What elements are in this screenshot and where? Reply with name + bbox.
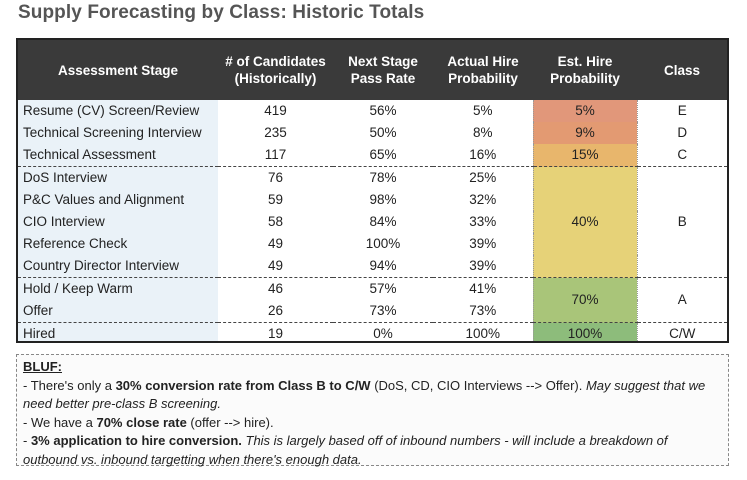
- actual-cell: 16%: [433, 144, 533, 167]
- candidates-cell: 26: [218, 300, 333, 323]
- actual-cell: 25%: [469, 170, 497, 185]
- table-row: Country Director Interview 49 94% 39%: [18, 255, 727, 278]
- pass-rate-cell: 73%: [333, 300, 433, 323]
- table-row: Technical Screening Interview 235 50% 8%…: [18, 122, 727, 144]
- candidates-cell: 419: [264, 103, 287, 118]
- stage-cell: Technical Assessment: [18, 144, 218, 167]
- est-cell: 100%: [532, 322, 638, 341]
- table-header-row: Assessment Stage # of Candidates (Histor…: [18, 40, 727, 100]
- bluf-text: -: [23, 433, 31, 448]
- bluf-italic: May suggest that we need better pre-clas…: [23, 377, 706, 412]
- actual-cell: 8%: [472, 125, 493, 140]
- bluf-title: BLUF:: [23, 359, 62, 374]
- actual-cell: 5%: [472, 103, 493, 118]
- candidates-cell: 59: [267, 192, 284, 207]
- table-row: Hired 19 0% 100% 100% C/W: [18, 322, 727, 341]
- est-cell: 40%: [532, 166, 638, 278]
- candidates-cell: 117: [218, 144, 333, 167]
- actual-cell: 39%: [433, 255, 533, 278]
- candidates-cell: 235: [264, 125, 287, 140]
- bluf-notes: BLUF: - There's only a 30% conversion ra…: [16, 354, 729, 469]
- table-row: Reference Check 49 100% 39%: [18, 233, 727, 255]
- table-row: Technical Assessment 117 65% 16% 15% C: [18, 144, 727, 167]
- header-assessment-stage: Assessment Stage: [18, 40, 218, 100]
- pass-rate-cell: 50%: [369, 125, 397, 140]
- pass-rate-cell: 56%: [369, 103, 397, 118]
- candidates-cell: 49: [218, 255, 333, 278]
- class-cell: D: [636, 122, 727, 144]
- header-candidates: # of Candidates (Historically): [218, 40, 333, 100]
- pass-rate-cell: 84%: [369, 214, 397, 229]
- candidates-cell: 49: [267, 236, 284, 251]
- class-cell: C: [636, 144, 727, 167]
- stage-cell: Offer: [18, 300, 218, 323]
- forecast-table: Assessment Stage # of Candidates (Histor…: [16, 38, 729, 343]
- table-row: Hold / Keep Warm 46 57% 41% 70% A: [18, 277, 727, 323]
- actual-cell: 32%: [469, 192, 497, 207]
- header-class: Class: [637, 40, 727, 100]
- pass-rate-cell: 65%: [333, 144, 433, 167]
- page-title: Supply Forecasting by Class: Historic To…: [18, 2, 425, 23]
- header-pass-rate: Next Stage Pass Rate: [333, 40, 433, 100]
- est-cell: 9%: [532, 122, 638, 144]
- table-row: Offer 26 73% 73%: [18, 300, 727, 323]
- stage-cell: CIO Interview: [18, 211, 218, 233]
- pass-rate-cell: 94%: [333, 255, 433, 278]
- table-row: DoS Interview 76 78% 25% 40% B: [18, 166, 727, 278]
- header-est-hire-probability: Est. Hire Probability: [533, 40, 637, 100]
- bluf-emphasis: 30% conversion rate from Class B to C/W: [115, 377, 371, 393]
- candidates-cell: 76: [267, 170, 284, 185]
- bluf-text: (offer --> hire).: [186, 414, 274, 430]
- bluf-text: - There's only a: [23, 377, 116, 393]
- stage-cell: Hired: [18, 322, 218, 341]
- bluf-text: (DoS, CD, CIO Interviews --> Offer).: [370, 377, 586, 393]
- stage-cell: P&C Values and Alignment: [18, 189, 218, 211]
- class-cell: A: [636, 277, 727, 323]
- actual-cell: 33%: [469, 214, 497, 229]
- bluf-italic: This is largely based off of inbound num…: [23, 433, 668, 467]
- actual-cell: 100%: [465, 326, 501, 341]
- actual-cell: 39%: [469, 236, 497, 251]
- stage-cell: Country Director Interview: [18, 255, 218, 278]
- candidates-cell: 58: [267, 214, 284, 229]
- candidates-cell: 46: [267, 281, 284, 296]
- stage-cell: DoS Interview: [18, 166, 218, 189]
- bluf-line-1: - There's only a 30% conversion rate fro…: [23, 377, 722, 414]
- bluf-emphasis: 70% close rate: [96, 414, 187, 430]
- pass-rate-cell: 0%: [373, 326, 393, 341]
- stage-cell: Reference Check: [18, 233, 218, 255]
- actual-cell: 41%: [469, 281, 497, 296]
- pass-rate-cell: 78%: [369, 170, 397, 185]
- stage-cell: Hold / Keep Warm: [18, 277, 218, 300]
- table-row: P&C Values and Alignment 59 98% 32%: [18, 189, 727, 211]
- pass-rate-cell: 98%: [369, 192, 397, 207]
- table-row: CIO Interview 58 84% 33%: [18, 211, 727, 233]
- candidates-cell: 19: [267, 326, 284, 341]
- class-cell: C/W: [636, 322, 727, 341]
- est-cell: 5%: [532, 100, 638, 122]
- header-actual-hire-probability: Actual Hire Probability: [433, 40, 533, 100]
- est-cell: 15%: [532, 144, 638, 167]
- pass-rate-cell: 100%: [365, 236, 401, 251]
- est-cell: 70%: [532, 277, 638, 323]
- stage-cell: Resume (CV) Screen/Review: [18, 100, 218, 122]
- pass-rate-cell: 57%: [369, 281, 397, 296]
- table-row: Resume (CV) Screen/Review 419 56% 5% 5% …: [18, 100, 727, 122]
- class-cell: E: [636, 100, 727, 122]
- bluf-text: - We have a: [23, 414, 97, 430]
- actual-cell: 73%: [433, 300, 533, 323]
- bluf-line-2: - We have a 70% close rate (offer --> hi…: [23, 414, 722, 433]
- class-cell: B: [636, 166, 727, 278]
- stage-cell: Technical Screening Interview: [18, 122, 218, 144]
- bluf-emphasis: 3% application to hire conversion.: [30, 433, 242, 448]
- bluf-line-3: - 3% application to hire conversion. Thi…: [23, 432, 722, 469]
